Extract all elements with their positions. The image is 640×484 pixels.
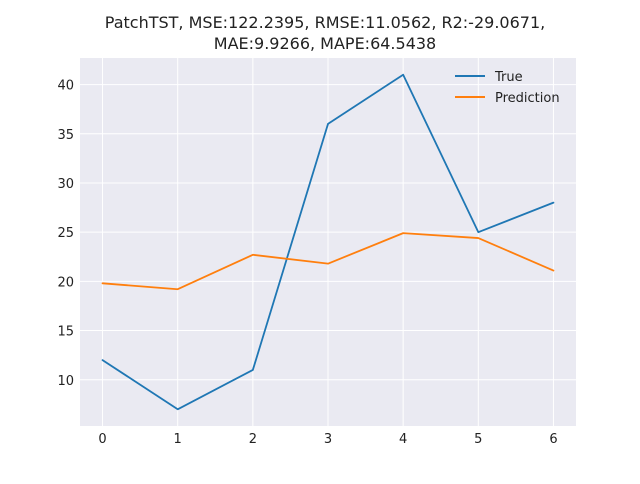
x-tick-label: 1 xyxy=(174,432,182,447)
y-tick-label: 25 xyxy=(57,226,74,241)
x-tick-label: 6 xyxy=(549,432,557,447)
chart-title-line-1: PatchTST, MSE:122.2395, RMSE:11.0562, R2… xyxy=(105,13,545,32)
y-tick-label: 20 xyxy=(57,275,74,290)
x-tick-label: 2 xyxy=(249,432,257,447)
y-tick-label: 15 xyxy=(57,325,74,340)
y-tick-label: 10 xyxy=(57,374,74,389)
y-tick-label: 35 xyxy=(57,128,74,143)
y-tick-label: 30 xyxy=(57,177,74,192)
chart-title-line-2: MAE:9.9266, MAPE:64.5438 xyxy=(214,34,436,53)
x-tick-label: 4 xyxy=(399,432,407,447)
legend-label-prediction: Prediction xyxy=(495,91,560,106)
x-tick-label: 5 xyxy=(474,432,482,447)
x-tick-label: 0 xyxy=(98,432,106,447)
legend-label-true: True xyxy=(494,70,523,85)
y-tick-label: 40 xyxy=(57,79,74,94)
x-tick-label: 3 xyxy=(324,432,332,447)
